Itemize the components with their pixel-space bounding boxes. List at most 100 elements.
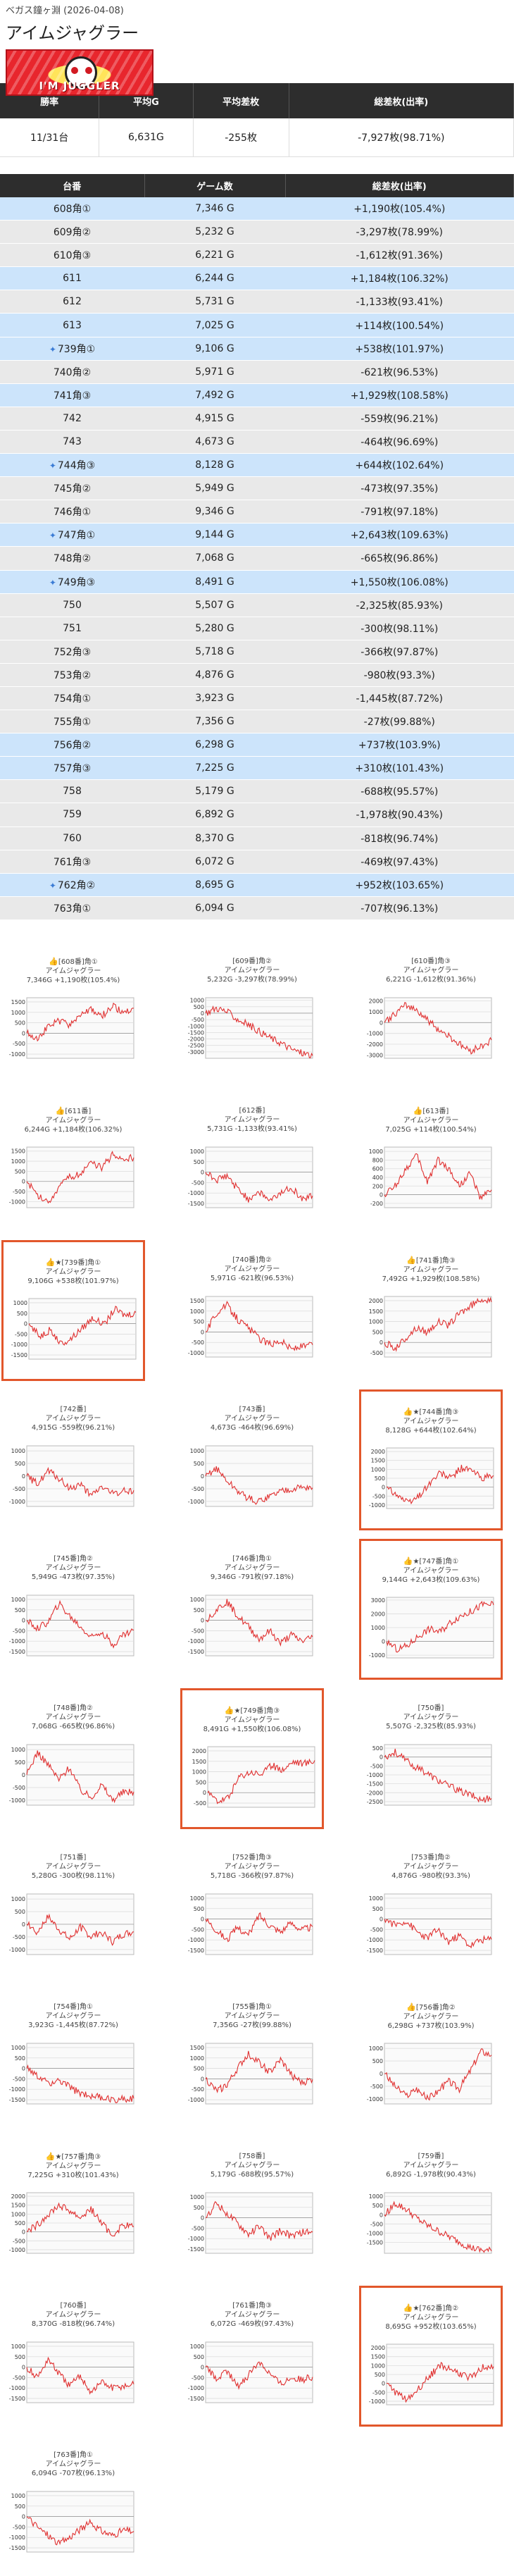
- machine-number: ✦ 749角③: [0, 570, 144, 594]
- graph-card[interactable]: [609番]角② アイムジャグラー 5,232G -3,297枚(78.99%) 10…: [180, 941, 324, 1082]
- star-icon: ★: [413, 1408, 420, 1416]
- y-tick-label: 1000: [11, 1448, 25, 1454]
- y-tick-label: -500: [13, 1785, 25, 1791]
- graph-card[interactable]: 👍★[757番]角③ アイムジャグラー 7,225G +310枚(101.43%) 2…: [1, 2136, 145, 2277]
- graph-card[interactable]: [760番] アイムジャグラー 8,370G -818枚(96.74%) 1000 50…: [1, 2286, 145, 2427]
- graph-card[interactable]: [759番] アイムジャグラー 6,892G -1,978枚(90.43%) 1000…: [359, 2136, 503, 2277]
- card-machine-name: アイムジャグラー: [224, 1265, 280, 1273]
- graph-card[interactable]: 👍[741番]角③ アイムジャグラー 7,492G +1,929枚(108.58%)…: [359, 1240, 503, 1381]
- game-count: 5,280 G: [144, 617, 285, 640]
- slump-graph: 1000 500 0 -500 -1000 -1500: [188, 1146, 313, 1208]
- graph-card[interactable]: 👍★[747番]角① アイムジャグラー 9,144G +2,643枚(109.63%…: [359, 1539, 503, 1680]
- card-machine-name: アイムジャグラー: [403, 1266, 459, 1274]
- graph-card[interactable]: 👍[613番] アイムジャグラー 7,025G +114枚(100.54%) 1000…: [359, 1091, 503, 1232]
- card-machine-name: アイムジャグラー: [45, 2311, 101, 2319]
- graph-card[interactable]: [743番] アイムジャグラー 4,673G -464枚(96.69%) 1000 50…: [180, 1389, 324, 1530]
- slump-graph: 1000 500 0 -500 -1000 -1500: [188, 2341, 313, 2403]
- summary-header-avg-diff: 平均差枚: [193, 83, 289, 118]
- total-diff: +1,184枚(106.32%): [285, 266, 514, 291]
- y-tick-label: 0: [22, 2365, 25, 2371]
- total-diff: -688枚(95.57%): [285, 779, 514, 804]
- y-tick-label: 1000: [190, 1448, 204, 1454]
- y-tick-label: -2000: [367, 1790, 383, 1796]
- table-row: 613 7,025 G +114枚(100.54%): [0, 313, 514, 338]
- card-summary: 4,673G -464枚(96.69%): [210, 1424, 294, 1432]
- slump-line: [205, 2200, 313, 2241]
- y-tick-label: 0: [22, 1473, 25, 1480]
- graph-card[interactable]: 👍[611番] アイムジャグラー 6,244G +1,184枚(106.32%) 15…: [1, 1091, 145, 1232]
- graph-card[interactable]: [745番]角② アイムジャグラー 5,949G -473枚(97.35%) 1000…: [1, 1539, 145, 1680]
- graph-card[interactable]: [754番]角① アイムジャグラー 3,923G -1,445枚(87.72%) 10…: [1, 1987, 145, 2128]
- slump-line: [26, 1151, 134, 1204]
- graph-card[interactable]: [746番]角① アイムジャグラー 9,346G -791枚(97.18%) 1000…: [180, 1539, 324, 1680]
- graph-card[interactable]: [610番]角③ アイムジャグラー 6,221G -1,612枚(91.36%) 20…: [359, 941, 503, 1082]
- y-tick-label: 0: [380, 1192, 383, 1199]
- total-diff: +310枚(101.43%): [285, 756, 514, 781]
- graph-card[interactable]: 👍★[762番]角② アイムジャグラー 8,695G +952枚(103.65%) 2…: [359, 2286, 503, 2427]
- slump-line: [384, 1748, 492, 1803]
- y-tick-label: 500: [375, 1475, 385, 1482]
- y-tick-label: 500: [196, 1779, 206, 1785]
- y-tick-label: 0: [380, 1916, 383, 1923]
- slump-graph: 1000 500 0 -500 -1000 -1500: [9, 2341, 134, 2403]
- machine-number: 612: [0, 290, 144, 314]
- y-tick-label: 1000: [369, 2045, 383, 2052]
- graph-card[interactable]: [752番]角③ アイムジャグラー 5,718G -366枚(97.87%) 1000…: [180, 1838, 324, 1979]
- graph-card[interactable]: 👍[608番]角① アイムジャグラー 7,346G +1,190枚(105.4%) 1…: [1, 941, 145, 1082]
- y-tick-label: 2000: [371, 1449, 385, 1455]
- card-machine-name: アイムジャグラー: [403, 2013, 459, 2021]
- graph-card[interactable]: [763番]角① アイムジャグラー 6,094G -707枚(96.13%) 1000…: [1, 2435, 145, 2576]
- game-count: 5,949 G: [144, 476, 285, 501]
- machine-logo: I'M JUGGLER: [6, 49, 153, 96]
- y-tick-label: 1500: [371, 1458, 385, 1464]
- machine-number: 743: [0, 430, 144, 454]
- machine-number: 748角②: [0, 546, 144, 571]
- y-tick-label: -500: [370, 1763, 383, 1769]
- slump-graph: 2000 1500 1000 500 0 -500 -1000: [9, 2192, 134, 2254]
- y-tick-label: -3000: [367, 1052, 383, 1058]
- card-summary: 5,280G -300枚(98.11%): [31, 1872, 115, 1880]
- graph-card[interactable]: [742番] アイムジャグラー 4,915G -559枚(96.21%) 1000 50…: [1, 1389, 145, 1530]
- game-count: 6,892 G: [144, 803, 285, 827]
- table-row: 758 5,179 G -688枚(95.57%): [0, 779, 514, 804]
- game-count: 5,971 G: [144, 360, 285, 384]
- slump-line: [384, 2048, 492, 2101]
- y-tick-label: -500: [192, 1486, 204, 1492]
- graph-card[interactable]: [751番] アイムジャグラー 5,280G -300枚(98.11%) 1000 50…: [1, 1838, 145, 1979]
- graph-card[interactable]: [758番] アイムジャグラー 5,179G -688枚(95.57%) 1000 50…: [180, 2136, 324, 2277]
- y-tick-label: 0: [201, 2365, 204, 2371]
- total-diff: +538枚(101.97%): [285, 337, 514, 361]
- graph-card[interactable]: 👍★[749番]角③ アイムジャグラー 8,491G +1,550枚(106.08%…: [180, 1688, 324, 1829]
- game-count: 9,346 G: [144, 500, 285, 524]
- total-diff: +737枚(103.9%): [285, 733, 514, 757]
- graph-card[interactable]: [612番] アイムジャグラー 5,731G -1,133枚(93.41%) 1000…: [180, 1091, 324, 1232]
- graph-card[interactable]: [761番]角③ アイムジャグラー 6,072G -469枚(97.43%) 1000…: [180, 2286, 324, 2427]
- y-tick-label: -500: [192, 1339, 204, 1346]
- graph-card[interactable]: 👍★[744番]角③ アイムジャグラー 8,128G +644枚(102.64%) 2…: [359, 1389, 503, 1530]
- y-tick-label: -1000: [188, 1937, 204, 1943]
- star-icon: ★: [55, 1259, 62, 1267]
- y-tick-label: -1000: [9, 1499, 25, 1505]
- graph-card[interactable]: [750番] アイムジャグラー 5,507G -2,325枚(85.93%) 500 0…: [359, 1688, 503, 1829]
- y-tick-label: -1000: [367, 1031, 383, 1037]
- card-summary: 4,915G -559枚(96.21%): [31, 1424, 115, 1432]
- graph-card[interactable]: 👍[756番]角② アイムジャグラー 6,298G +737枚(103.9%) 100…: [359, 1987, 503, 2128]
- card-summary: 5,179G -688枚(95.57%): [210, 2171, 294, 2179]
- game-count: 6,072 G: [144, 850, 285, 874]
- y-tick-label: 500: [194, 1906, 204, 1912]
- card-title: 👍★[739番]角①: [45, 1258, 101, 1267]
- graph-card[interactable]: 👍★[739番]角① アイムジャグラー 9,106G +538枚(101.97%) 1…: [1, 1240, 145, 1381]
- machine-number: 754角①: [0, 686, 144, 711]
- graph-card[interactable]: [740番]角② アイムジャグラー 5,971G -621枚(96.53%) 1500…: [180, 1240, 324, 1381]
- y-tick-label: 0: [22, 2514, 25, 2520]
- y-tick-label: 1500: [190, 1298, 204, 1304]
- y-tick-label: -1000: [188, 1350, 204, 1356]
- y-tick-label: 1000: [11, 2493, 25, 2499]
- slump-graph: 2000 1500 1000 500 0 -500: [369, 1296, 492, 1358]
- total-diff: -791枚(97.18%): [285, 500, 514, 524]
- card-machine-name: アイムジャグラー: [403, 967, 459, 974]
- card-title: [751番]: [60, 1854, 87, 1862]
- graph-card[interactable]: [748番]角② アイムジャグラー 7,068G -665枚(96.86%) 1000…: [1, 1688, 145, 1829]
- graph-card[interactable]: [755番]角① アイムジャグラー 7,356G -27枚(99.88%) 1500 1…: [180, 1987, 324, 2128]
- graph-card[interactable]: [753番]角② アイムジャグラー 4,876G -980枚(93.3%) 1000 5…: [359, 1838, 503, 1979]
